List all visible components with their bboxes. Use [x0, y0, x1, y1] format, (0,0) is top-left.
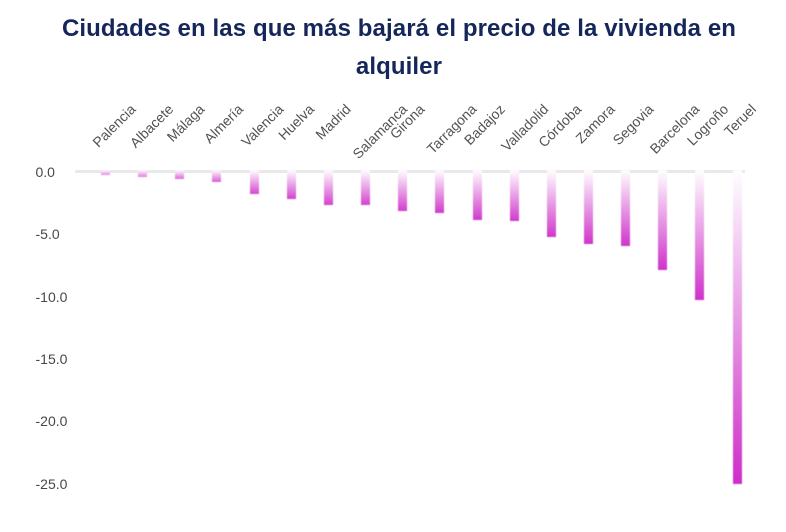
svg-text:Segovia: Segovia [609, 100, 656, 147]
svg-text:Valencia: Valencia [238, 101, 287, 150]
svg-text:Teruel: Teruel [720, 101, 758, 139]
svg-text:Huelva: Huelva [275, 100, 317, 142]
svg-text:Madrid: Madrid [312, 101, 354, 143]
